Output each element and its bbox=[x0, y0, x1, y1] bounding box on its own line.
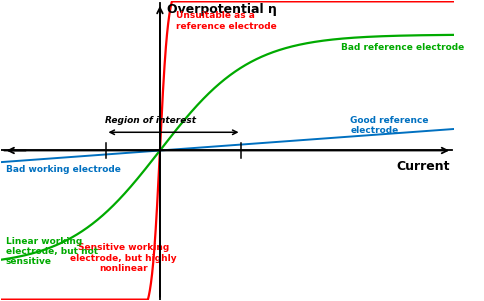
Text: Good reference
electrode: Good reference electrode bbox=[349, 116, 428, 135]
Text: Current: Current bbox=[395, 160, 449, 173]
Text: Region of interest: Region of interest bbox=[105, 116, 196, 125]
Text: Bad reference electrode: Bad reference electrode bbox=[340, 43, 463, 52]
Text: Linear working
electrode, but not
sensitive: Linear working electrode, but not sensit… bbox=[6, 237, 98, 266]
Text: Bad working electrode: Bad working electrode bbox=[6, 166, 121, 174]
Text: Sensitive working
electrode, but highly
nonlinear: Sensitive working electrode, but highly … bbox=[70, 243, 177, 273]
Text: Unsuitable as a
reference electrode: Unsuitable as a reference electrode bbox=[175, 11, 276, 31]
Text: Overpotential η: Overpotential η bbox=[166, 3, 276, 16]
